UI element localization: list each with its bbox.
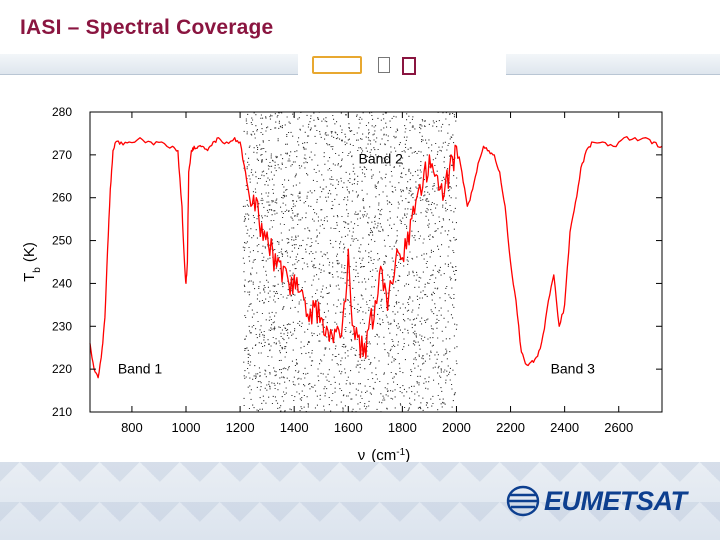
x-tick-label-6: 2000 xyxy=(442,420,471,435)
x-axis-label: ν (cm-1) xyxy=(358,447,410,465)
x-tick-label-8: 2400 xyxy=(550,420,579,435)
x-tick-label-9: 2600 xyxy=(604,420,633,435)
axis-layer: 800 1000 1200 1400 1600 1800 2000 2200 2400 2600 2… xyxy=(52,105,662,435)
x-tick-label-3: 1400 xyxy=(280,420,309,435)
annotation-band-1: Band 1 xyxy=(118,360,163,376)
y-tick-label-7: 280 xyxy=(52,105,72,119)
header-bar-right xyxy=(506,54,720,75)
series-layer xyxy=(89,136,663,379)
header-bar-left xyxy=(0,54,298,75)
placeholder-glyph-icon xyxy=(378,57,390,73)
header-accent-box xyxy=(312,56,362,74)
x-tick-label-4: 1600 xyxy=(334,420,363,435)
x-tick-label-5: 1800 xyxy=(388,420,417,435)
footer-background xyxy=(0,462,720,540)
chart-panel: 800 1000 1200 1400 1600 1800 2000 2200 2400 2600 2… xyxy=(10,86,700,464)
y-tick-label-0: 210 xyxy=(52,405,72,419)
series-line-0 xyxy=(89,136,663,379)
annotation-band-2: Band 2 xyxy=(359,150,404,166)
eumetsat-logo: EUMETSAT xyxy=(506,484,706,518)
spectral-coverage-chart: 800 1000 1200 1400 1600 1800 2000 2200 2400 2600 2… xyxy=(21,105,663,465)
annotation-band-3: Band 3 xyxy=(551,360,596,376)
y-tick-label-1: 220 xyxy=(52,362,72,376)
logo-text: EUMETSAT xyxy=(544,486,687,516)
x-tick-label-7: 2200 xyxy=(496,420,525,435)
plot-frame xyxy=(89,111,663,413)
y-tick-label-5: 260 xyxy=(52,191,72,205)
y-tick-label-4: 250 xyxy=(52,234,72,248)
y-tick-label-6: 270 xyxy=(52,148,72,162)
placeholder-glyph-icon-accent xyxy=(402,57,416,75)
band2-speckle xyxy=(242,111,458,413)
y-axis-label: Tb(K) xyxy=(21,242,43,282)
annotation-layer: Band 1 Band 2 Band 3 xyxy=(118,150,595,376)
y-tick-label-3: 240 xyxy=(52,276,72,290)
x-tick-label-1: 1000 xyxy=(172,420,201,435)
slide-title: IASI – Spectral Coverage xyxy=(20,16,274,39)
header-band xyxy=(0,54,720,78)
x-tick-label-0: 800 xyxy=(121,420,143,435)
band2-noise-region xyxy=(242,111,458,413)
eumetsat-globe-icon xyxy=(506,485,540,517)
x-tick-label-2: 1200 xyxy=(226,420,255,435)
y-tick-label-2: 230 xyxy=(52,319,72,333)
